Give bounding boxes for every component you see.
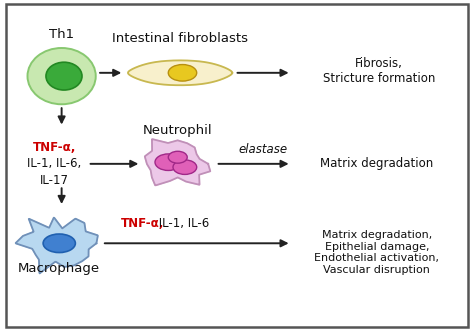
Polygon shape xyxy=(128,61,232,85)
Text: IL-1, IL-6,: IL-1, IL-6, xyxy=(27,157,82,170)
Polygon shape xyxy=(145,139,210,185)
Text: IL-1, IL-6: IL-1, IL-6 xyxy=(155,217,209,230)
Text: TNF-α,: TNF-α, xyxy=(33,141,76,154)
Text: TNF-α,: TNF-α, xyxy=(121,217,164,230)
Ellipse shape xyxy=(27,48,96,104)
Ellipse shape xyxy=(155,154,182,170)
Ellipse shape xyxy=(46,62,82,90)
Text: Matrix degradation,
Epithelial damage,
Endothelial activation,
Vascular disrupti: Matrix degradation, Epithelial damage, E… xyxy=(314,230,439,275)
Text: Neutrophil: Neutrophil xyxy=(143,124,212,137)
Text: Macrophage: Macrophage xyxy=(18,262,100,275)
Text: Matrix degradation: Matrix degradation xyxy=(320,157,433,170)
Polygon shape xyxy=(16,218,98,273)
Text: IL-17: IL-17 xyxy=(40,174,69,187)
Ellipse shape xyxy=(168,65,197,81)
Text: Fibrosis,
Stricture formation: Fibrosis, Stricture formation xyxy=(323,57,436,85)
Ellipse shape xyxy=(43,234,75,253)
Text: Th1: Th1 xyxy=(49,28,74,41)
Text: elastase: elastase xyxy=(238,143,288,156)
Ellipse shape xyxy=(173,160,197,174)
Text: Intestinal fibroblasts: Intestinal fibroblasts xyxy=(112,32,248,45)
Ellipse shape xyxy=(168,151,187,163)
